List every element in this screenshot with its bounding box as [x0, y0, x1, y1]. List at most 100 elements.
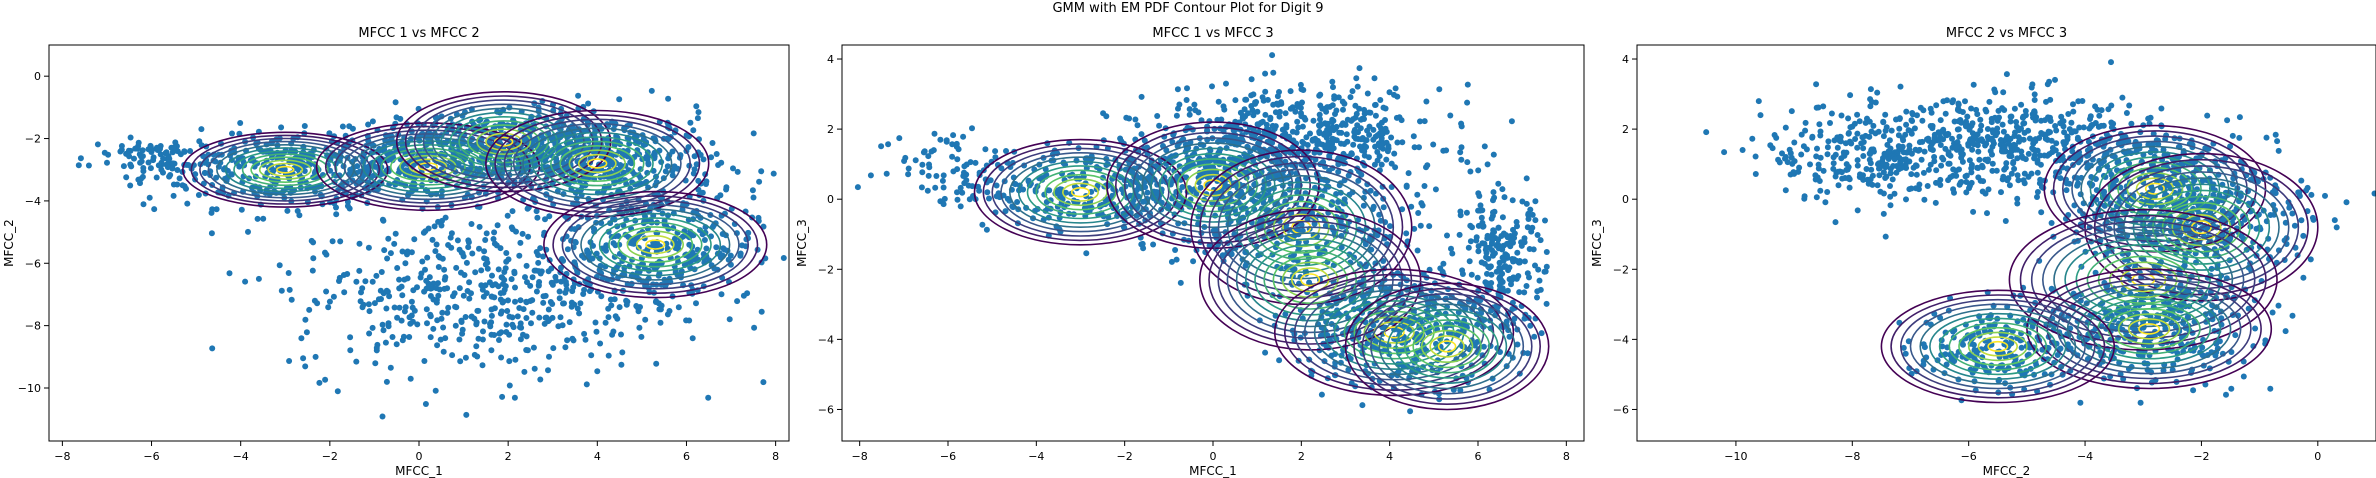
- contour-line: [1370, 298, 1525, 395]
- scatter-point: [501, 269, 508, 275]
- scatter-point: [360, 301, 367, 308]
- scatter-point: [174, 181, 181, 188]
- scatter-point: [509, 208, 516, 215]
- scatter-point: [577, 300, 584, 307]
- scatter-point: [750, 130, 757, 137]
- scatter-point: [1513, 219, 1520, 225]
- scatter-point: [1863, 166, 1870, 172]
- contour-line: [608, 221, 703, 268]
- scatter-point: [1490, 251, 1497, 258]
- scatter-point: [1857, 171, 1863, 178]
- scatter-point: [993, 193, 1000, 200]
- x-tick-label: −8: [54, 450, 70, 463]
- scatter-point: [424, 320, 430, 327]
- scatter-point: [1276, 113, 1283, 120]
- contour-line: [568, 149, 626, 178]
- plot-area: [1703, 59, 2376, 406]
- scatter-point: [1381, 347, 1388, 354]
- scatter-point: [498, 354, 505, 361]
- scatter-point: [1371, 75, 1378, 82]
- scatter-point: [1190, 258, 1197, 265]
- scatter-point: [750, 194, 757, 201]
- scatter-point: [1219, 252, 1226, 259]
- scatter-point: [1497, 243, 1504, 250]
- scatter-point: [1868, 166, 1875, 173]
- scatter-point: [925, 172, 932, 179]
- scatter-point: [286, 286, 293, 293]
- scatter-point: [394, 314, 401, 321]
- scatter-point: [1372, 143, 1379, 150]
- scatter-point: [1903, 121, 1910, 128]
- scatter-point: [213, 174, 220, 181]
- scatter-point: [523, 333, 530, 340]
- scatter-point: [1363, 137, 1370, 144]
- scatter-point: [1524, 270, 1531, 277]
- scatter-point: [424, 254, 431, 261]
- scatter-point: [369, 118, 376, 125]
- scatter-point: [438, 315, 445, 322]
- scatter-point: [1782, 154, 1789, 160]
- scatter-point: [657, 319, 664, 326]
- scatter-point: [453, 264, 460, 271]
- scatter-point: [506, 358, 513, 365]
- scatter-point: [1787, 150, 1794, 157]
- scatter-point: [380, 217, 387, 224]
- scatter-point: [425, 225, 432, 232]
- plot-area: [854, 52, 1550, 415]
- scatter-point: [356, 240, 363, 247]
- contour-line: [233, 150, 338, 190]
- scatter-point: [1255, 121, 1262, 128]
- scatter-point: [1791, 158, 1798, 165]
- scatter-point: [392, 230, 399, 237]
- scatter-point: [523, 298, 530, 305]
- scatter-point: [584, 249, 591, 256]
- scatter-point: [576, 310, 583, 317]
- scatter-point: [146, 194, 153, 201]
- scatter-point: [1403, 230, 1410, 237]
- scatter-point: [1912, 185, 1919, 192]
- scatter-point: [1356, 65, 1363, 72]
- contour-line: [1141, 142, 1285, 229]
- scatter-point: [1317, 116, 1323, 123]
- scatter-point: [1467, 168, 1474, 175]
- scatter-point: [426, 274, 433, 281]
- y-tick-label: −2: [25, 133, 41, 146]
- scatter-point: [427, 334, 434, 341]
- scatter-point: [260, 215, 267, 222]
- scatter-point: [179, 182, 186, 189]
- scatter-point: [372, 163, 379, 170]
- scatter-point: [1133, 187, 1140, 193]
- scatter-point: [1499, 270, 1506, 277]
- scatter-point: [1953, 172, 1960, 179]
- scatter-point: [1416, 144, 1422, 151]
- scatter-point: [504, 308, 511, 314]
- scatter-point: [686, 241, 693, 248]
- scatter-point: [385, 235, 392, 242]
- scatter-point: [302, 363, 309, 370]
- scatter-point: [522, 274, 528, 281]
- scatter-point: [170, 144, 177, 151]
- scatter-point: [1854, 111, 1861, 118]
- scatter-point: [1347, 94, 1354, 101]
- scatter-point: [309, 267, 316, 274]
- scatter-point: [1784, 159, 1791, 166]
- scatter-point: [665, 95, 672, 102]
- scatter-point: [1340, 106, 1346, 113]
- scatter-point: [1523, 175, 1530, 182]
- x-tick-label: 2: [1298, 450, 1305, 463]
- scatter-point: [383, 287, 390, 294]
- scatter-point: [564, 246, 571, 253]
- scatter-point: [208, 209, 215, 216]
- scatter-point: [1954, 139, 1961, 146]
- y-tick-label: 0: [827, 193, 834, 206]
- scatter-point: [404, 251, 410, 258]
- contour-line: [645, 239, 666, 250]
- scatter-point: [1421, 183, 1428, 189]
- contour-line: [1429, 335, 1465, 358]
- scatter-point: [1206, 242, 1213, 249]
- scatter-point: [195, 192, 202, 198]
- scatter-point: [1824, 144, 1831, 151]
- scatter-series: [854, 52, 1550, 415]
- scatter-point: [1817, 187, 1824, 194]
- scatter-point: [1782, 124, 1789, 131]
